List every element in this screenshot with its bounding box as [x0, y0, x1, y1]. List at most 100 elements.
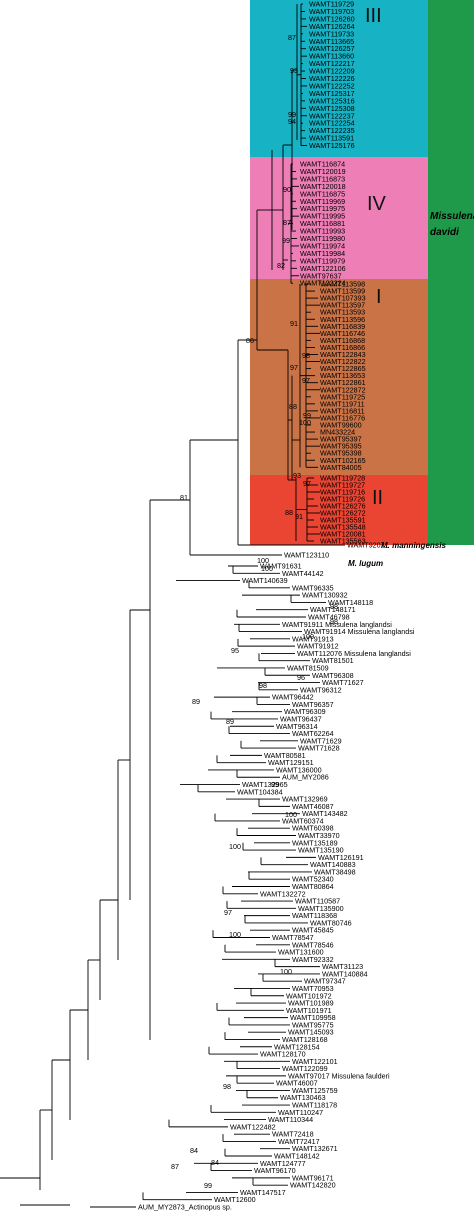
leaf-label: WAMT80864 — [292, 882, 334, 891]
leaf-label: WAMT116866 — [320, 343, 365, 352]
leaf-label: WAMT72417 — [278, 1137, 320, 1146]
leaf-label: WAMT122482 — [230, 1122, 276, 1131]
leaf-label: WAMT52340 — [292, 875, 334, 884]
leaf-label: WAMT44142 — [282, 569, 324, 578]
bootstrap-value: 100 — [257, 556, 269, 565]
bootstrap-value: 87 — [288, 33, 296, 42]
leaf-label: WAMT110247 — [278, 1108, 323, 1117]
leaf-label: MN433224 — [320, 428, 355, 437]
leaf-label: WAMT119716 — [320, 488, 365, 497]
bootstrap-value: 91 — [290, 319, 298, 328]
bootstrap-value: 87 — [171, 1162, 179, 1171]
leaf-label: WAMT119703 — [309, 7, 354, 16]
leaf-label: WAMT95775 — [292, 1020, 334, 1029]
leaf-label: WAMT142820 — [290, 1181, 336, 1190]
leaf-label: WAMT126264 — [309, 22, 355, 31]
leaf-label: WAMT116875 — [300, 189, 345, 198]
leaf-label: WAMT12600 — [214, 1195, 256, 1204]
leaf-label: WAMT45845 — [292, 926, 334, 935]
species-tag-manningensis: M. manningensis — [381, 541, 446, 550]
species-tag-lugum: M. lugum — [348, 559, 383, 568]
leaf-label: WAMT81501 — [312, 656, 354, 665]
leaf-label: WAMT123110 — [284, 551, 329, 560]
clade-I-box — [250, 279, 428, 475]
bootstrap-value: 97 — [303, 479, 311, 488]
leaf-label: WAMT140639 — [242, 576, 288, 585]
bootstrap-value: 90 — [283, 185, 291, 194]
leaf-label: WAMT120019 — [300, 167, 346, 176]
leaf-label: WAMT78547 — [272, 933, 314, 942]
leaf-label: WAMT140884 — [322, 969, 368, 978]
leaf-label: WAMT119979 — [300, 256, 345, 265]
leaf-label: WAMT91912 — [297, 642, 339, 651]
leaf-label: WAMT122101 — [292, 1057, 338, 1066]
leaf-label: WAMT119711 — [320, 399, 365, 408]
bootstrap-value: 100 — [229, 930, 241, 939]
species-label-line1: Missulena — [430, 211, 474, 222]
bootstrap-value: 87 — [283, 218, 291, 227]
tree-branches — [0, 3, 345, 1208]
leaf-label: WAMT96357 — [292, 700, 334, 709]
bootstrap-value: 100 — [280, 967, 292, 976]
leaf-label: WAMT96437 — [280, 714, 322, 723]
leaf-label: WAMT126260 — [309, 14, 355, 23]
bootstrap-value: 97 — [302, 376, 310, 385]
leaf-label: WAMT122217 — [309, 59, 355, 68]
bootstrap-value: 100 — [261, 564, 273, 573]
bootstrap-value: 99 — [282, 236, 290, 245]
leaf-label: WAMT80746 — [310, 918, 352, 927]
leaf-label: WAMT125317 — [309, 89, 355, 98]
leaf-label: WAMT125316 — [309, 96, 355, 105]
leaf-label: WAMT128154 — [274, 1042, 320, 1051]
bootstrap-value: 88 — [289, 402, 297, 411]
leaf-label: WAMT122099 — [282, 1064, 328, 1073]
bootstrap-value: 99 — [288, 110, 296, 119]
leaf-label: WAMT140883 — [310, 860, 356, 869]
leaf-label: WAMT101971 — [286, 1006, 332, 1015]
clade-I-label: I — [376, 286, 382, 308]
bootstrap-value: 97 — [290, 363, 298, 372]
bootstrap-value: 100 — [302, 632, 314, 641]
leaf-label: AUM_MY2873_Actinopus sp. — [138, 1203, 232, 1212]
leaf-label: WAMT122843 — [320, 350, 366, 359]
leaf-label: WAMT129151 — [268, 758, 314, 767]
leaf-label: WAMT128168 — [282, 1035, 328, 1044]
bootstrap-value: 93 — [290, 66, 298, 75]
leaf-label: WAMT102165 — [320, 456, 366, 465]
species-label-line2: davidi — [430, 227, 459, 238]
clade-II-box — [250, 475, 428, 545]
leaf-label: WAMT71627 — [322, 678, 364, 687]
leaf-label: WAMT116873 — [300, 174, 345, 183]
bootstrap-value: 99 — [303, 411, 311, 420]
clade-III-label: III — [365, 5, 382, 27]
clade-II-label: II — [372, 487, 383, 509]
leaf-label: WAMT122226 — [309, 74, 355, 83]
bootstrap-value: 98 — [302, 351, 310, 360]
leaf-label: WAMT113591 — [309, 134, 354, 143]
bootstrap-value: 100 — [285, 810, 297, 819]
leaf-label: WAMT96312 — [300, 685, 342, 694]
leaf-labels: WAMT119729WAMT119703WAMT126260WAMT126264… — [138, 0, 415, 1212]
leaf-label: WAMT119733 — [309, 29, 354, 38]
leaf-label: WAMT119729 — [309, 0, 354, 9]
leaf-label: WAMT119969 — [300, 197, 345, 206]
leaf-label: WAMT110344 — [268, 1115, 313, 1124]
leaf-label: WAMT116868 — [320, 336, 365, 345]
leaf-label: WAMT120081 — [320, 530, 366, 539]
bootstrap-value: 97 — [224, 908, 232, 917]
bootstrap-value: 82 — [277, 261, 285, 270]
leaf-label: WAMT107393 — [320, 294, 366, 303]
leaf-label: WAMT122106 — [300, 264, 346, 273]
bootstrap-value: 100 — [229, 842, 241, 851]
leaf-label: WAMT71628 — [298, 744, 340, 753]
bootstrap-value: 98 — [259, 681, 267, 690]
leaf-label: WAMT122822 — [320, 357, 366, 366]
leaf-label: WAMT132272 — [260, 889, 306, 898]
bootstrap-value: 99 — [204, 1181, 212, 1190]
leaf-label: WAMT60398 — [292, 824, 334, 833]
leaf-label: WAMT116874 — [300, 160, 345, 169]
leaf-label: WAMT135190 — [298, 846, 344, 855]
leaf-label: WAMT145093 — [288, 1028, 334, 1037]
leaf-label: WAMT109958 — [290, 1013, 336, 1022]
